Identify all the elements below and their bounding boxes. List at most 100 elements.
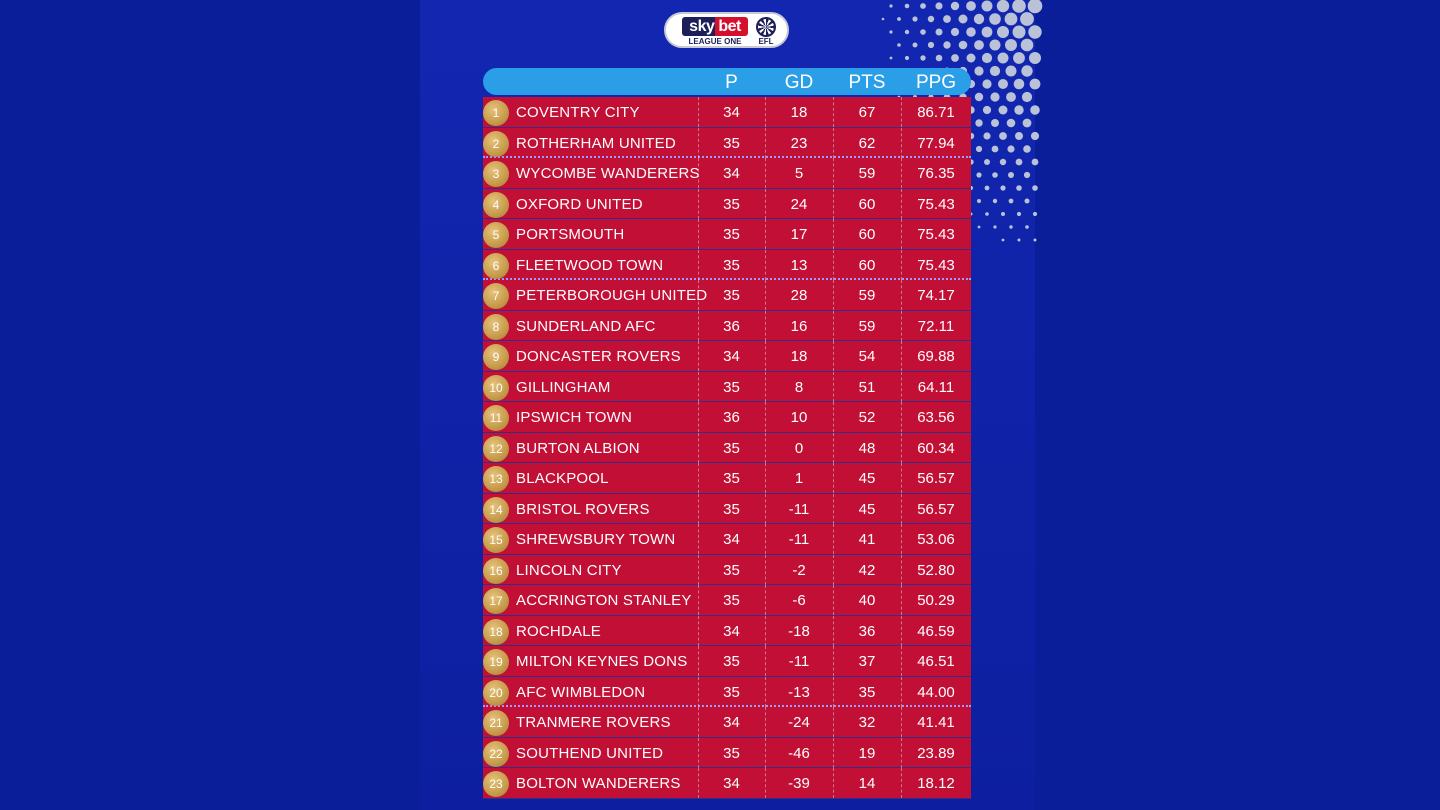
halftone-dot xyxy=(881,17,885,21)
points-per-game-cell: 41.41 xyxy=(917,714,955,731)
column-divider xyxy=(765,249,766,280)
column-divider xyxy=(698,280,699,310)
halftone-dot xyxy=(950,1,960,11)
efl-ball-icon xyxy=(756,17,776,37)
table-row: 17 ACCRINGTON STANLEY 35 -6 40 50.29 xyxy=(483,585,971,616)
points-cell: 36 xyxy=(858,622,876,640)
halftone-dot xyxy=(981,52,993,64)
halftone-dot xyxy=(1005,65,1017,77)
points-per-game-cell: 52.80 xyxy=(917,561,955,579)
halftone-dot xyxy=(989,39,1001,51)
halftone-dot xyxy=(996,0,1010,13)
halftone-dot xyxy=(897,43,901,47)
table-header: P GD PTS PPG xyxy=(483,68,971,95)
table-row: 11 IPSWICH TOWN 36 10 52 63.56 xyxy=(483,402,971,433)
column-divider xyxy=(765,707,766,737)
halftone-dot xyxy=(1023,171,1031,179)
table-row: 14 BRISTOL ROVERS 35 -11 45 56.57 xyxy=(483,493,971,524)
points-per-game-cell: 44.00 xyxy=(917,683,955,701)
position-badge: 14 xyxy=(483,496,509,523)
column-divider xyxy=(765,554,766,585)
column-divider xyxy=(698,432,699,463)
column-divider xyxy=(765,463,766,493)
team-name: SUNDERLAND AFC xyxy=(516,317,656,335)
halftone-dot xyxy=(991,145,999,153)
halftone-dot xyxy=(927,41,935,49)
table-row: 12 BURTON ALBION 35 0 48 60.34 xyxy=(483,432,971,463)
column-divider xyxy=(901,310,902,341)
position-badge: 22 xyxy=(483,740,509,767)
played-cell: 34 xyxy=(723,622,740,640)
goal-difference-cell: 13 xyxy=(790,256,808,274)
halftone-dot xyxy=(1016,211,1022,217)
column-divider xyxy=(698,554,699,585)
goal-difference-cell: 5 xyxy=(794,165,804,182)
team-name: COVENTRY CITY xyxy=(516,104,640,121)
team-name: SOUTHEND UNITED xyxy=(516,744,664,762)
points-per-game-cell: 75.43 xyxy=(917,226,955,243)
halftone-dot xyxy=(966,53,976,63)
halftone-dot xyxy=(974,66,984,76)
column-divider xyxy=(833,707,834,737)
halftone-dot xyxy=(982,79,992,89)
points-per-game-cell: 77.94 xyxy=(917,134,955,152)
goal-difference-cell: -11 xyxy=(788,500,810,518)
team-name: TRANMERE ROVERS xyxy=(516,714,671,731)
points-cell: 52 xyxy=(858,409,876,426)
position-badge: 13 xyxy=(483,466,509,492)
halftone-dot xyxy=(984,159,990,165)
points-per-game-cell: 56.57 xyxy=(917,500,955,518)
halftone-dot xyxy=(1007,145,1015,153)
halftone-dot xyxy=(935,2,943,10)
points-cell: 62 xyxy=(858,134,876,152)
points-per-game-cell: 53.06 xyxy=(917,531,955,548)
column-divider xyxy=(901,402,902,432)
halftone-dot xyxy=(989,13,1001,25)
column-divider xyxy=(698,158,699,188)
column-divider xyxy=(765,310,766,341)
points-per-game-cell: 74.17 xyxy=(917,287,955,304)
team-name: BURTON ALBION xyxy=(516,439,640,457)
played-cell: 35 xyxy=(723,592,740,609)
points-per-game-cell: 46.51 xyxy=(917,653,955,670)
goal-difference-cell: -2 xyxy=(792,561,806,579)
halftone-dot xyxy=(935,54,943,62)
column-divider xyxy=(833,432,834,463)
halftone-dot xyxy=(889,56,893,60)
column-divider xyxy=(698,188,699,219)
played-cell: 35 xyxy=(723,500,740,518)
goal-difference-cell: -11 xyxy=(788,653,810,670)
position-badge: 18 xyxy=(483,618,509,645)
halftone-dot xyxy=(991,119,999,127)
points-cell: 37 xyxy=(858,653,876,670)
halftone-dot xyxy=(1020,38,1034,52)
points-per-game-cell: 63.56 xyxy=(917,409,955,426)
column-divider xyxy=(765,585,766,615)
halftone-dot xyxy=(1005,39,1017,51)
column-divider xyxy=(833,97,834,127)
points-cell: 40 xyxy=(858,592,876,609)
points-per-game-cell: 64.11 xyxy=(917,378,955,396)
points-cell: 59 xyxy=(858,317,876,335)
goal-difference-cell: 1 xyxy=(794,470,804,487)
column-divider xyxy=(901,585,902,615)
position-badge: 15 xyxy=(483,527,509,553)
played-cell: 34 xyxy=(723,775,740,792)
points-cell: 60 xyxy=(858,195,876,213)
points-cell: 32 xyxy=(858,714,876,731)
halftone-dot xyxy=(1032,211,1038,217)
halftone-dot xyxy=(966,27,976,37)
table-row: 16 LINCOLN CITY 35 -2 42 52.80 xyxy=(483,554,971,585)
played-cell: 35 xyxy=(723,653,740,670)
team-name: BOLTON WANDERERS xyxy=(516,775,681,792)
points-cell: 48 xyxy=(858,439,876,457)
halftone-dot xyxy=(998,79,1008,89)
column-divider xyxy=(698,463,699,493)
column-divider xyxy=(833,646,834,676)
column-divider xyxy=(901,463,902,493)
halftone-dot xyxy=(974,40,984,50)
column-divider xyxy=(765,371,766,402)
table-row: 4 OXFORD UNITED 35 24 60 75.43 xyxy=(483,188,971,219)
halftone-dot xyxy=(1009,225,1013,229)
column-divider xyxy=(901,219,902,249)
